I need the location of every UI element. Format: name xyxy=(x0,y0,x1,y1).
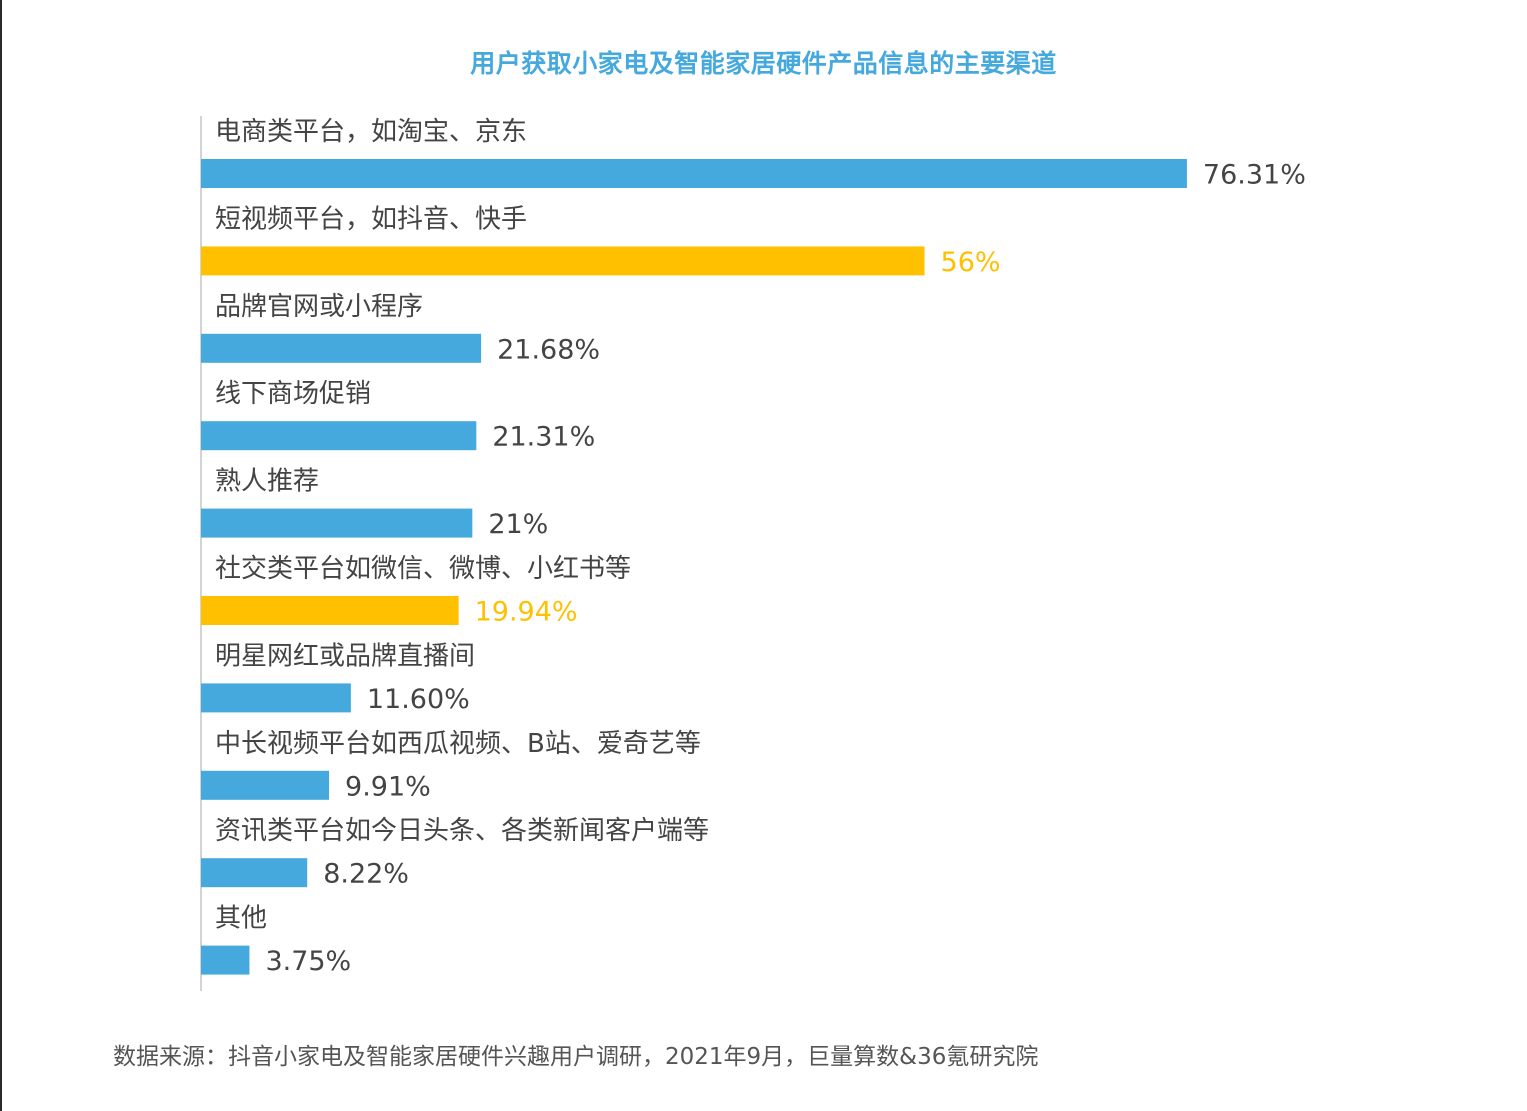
value-label: 19.94% xyxy=(475,597,578,628)
category-label: 熟人推荐 xyxy=(215,467,319,497)
bar xyxy=(201,858,308,888)
bar xyxy=(201,333,482,363)
value-label: 3.75% xyxy=(265,946,351,977)
category-label: 社交类平台如微信、微博、小红书等 xyxy=(215,554,631,584)
category-label: 电商类平台，如淘宝、京东 xyxy=(215,117,527,147)
value-label: 11.60% xyxy=(367,684,470,715)
bar xyxy=(201,246,925,276)
page-left-border xyxy=(0,0,2,1111)
category-label: 中长视频平台如西瓜视频、B站、爱奇艺等 xyxy=(215,729,701,759)
category-label: 其他 xyxy=(215,904,267,934)
bar xyxy=(201,596,459,625)
bar xyxy=(201,159,1187,188)
value-label: 21% xyxy=(488,509,548,540)
chart-title: 用户获取小家电及智能家居硬件产品信息的主要渠道 xyxy=(470,49,1057,78)
category-label: 资讯类平台如今日头条、各类新闻客户端等 xyxy=(215,816,709,846)
value-label: 21.31% xyxy=(492,422,595,453)
value-label: 76.31% xyxy=(1203,160,1306,191)
value-label: 8.22% xyxy=(323,859,409,890)
bar xyxy=(201,508,473,538)
bar xyxy=(201,770,330,800)
bar xyxy=(201,421,477,451)
category-label: 明星网红或品牌直播间 xyxy=(215,641,475,671)
category-label: 线下商场促销 xyxy=(215,379,371,409)
value-label: 9.91% xyxy=(345,771,431,802)
value-label: 21.68% xyxy=(497,334,600,365)
category-label: 品牌官网或小程序 xyxy=(215,292,423,322)
bar xyxy=(201,945,250,975)
category-label: 短视频平台，如抖音、快手 xyxy=(215,204,527,234)
value-label: 56% xyxy=(941,247,1001,278)
bar xyxy=(201,683,351,713)
data-source-note: 数据来源：抖音小家电及智能家居硬件兴趣用户调研，2021年9月，巨量算数&36氪… xyxy=(113,1044,1039,1070)
